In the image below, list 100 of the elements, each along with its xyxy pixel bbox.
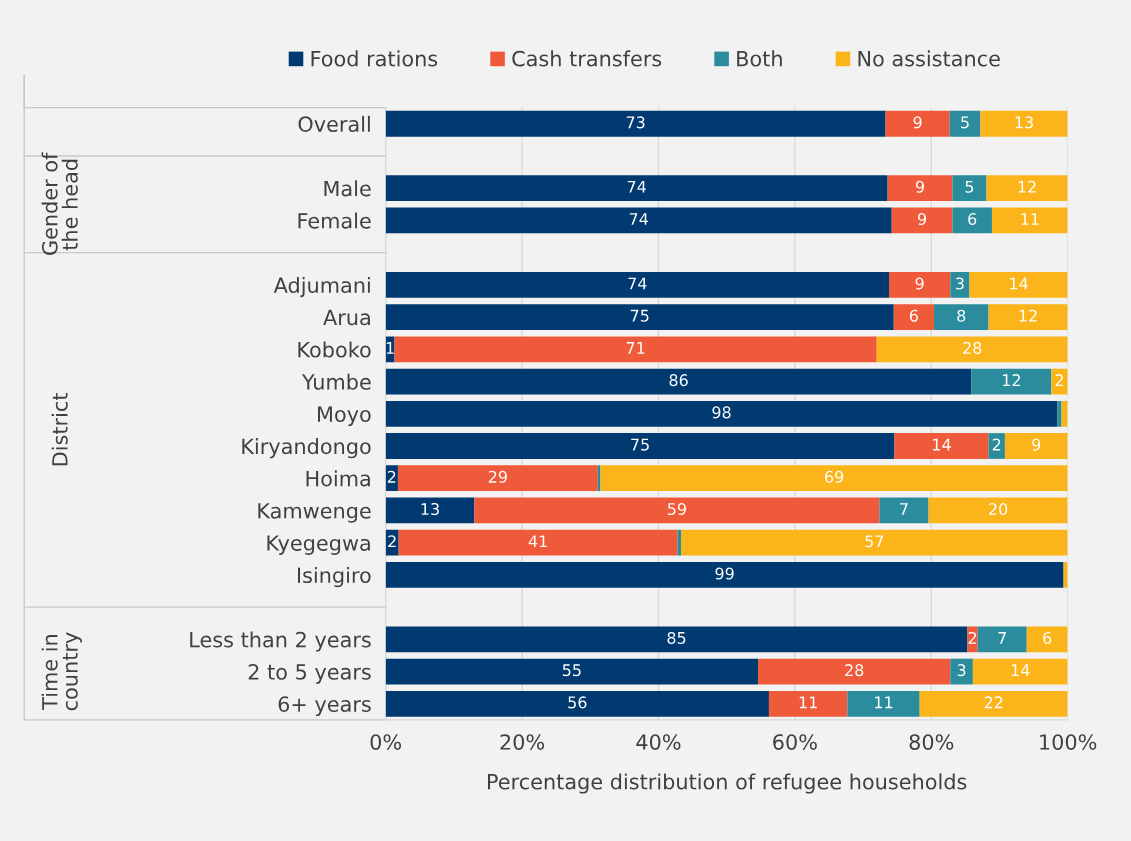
bar (600, 465, 1068, 492)
bar (758, 658, 951, 685)
bar (385, 110, 886, 137)
data-label: 7 (998, 632, 1006, 644)
data-label: 98 (712, 406, 731, 419)
bar (887, 175, 953, 202)
data-label: 14 (1011, 664, 1030, 676)
legend-label: Food rations (311, 50, 438, 67)
bar (385, 690, 769, 717)
bar (385, 497, 475, 524)
bar (977, 626, 1027, 653)
y-tick-label: Arua (323, 309, 370, 326)
y-tick-label: 6+ years (278, 696, 371, 717)
bar (980, 110, 1068, 137)
y-tick-label: Adjumani (273, 276, 370, 298)
bar (397, 465, 598, 492)
y-tick-label: Koboko (298, 341, 371, 358)
data-label: 20 (989, 503, 1008, 516)
text: District (51, 392, 68, 466)
bar (972, 658, 1068, 685)
bar (385, 562, 1064, 588)
bar (394, 336, 877, 363)
data-label: 28 (963, 341, 982, 354)
data-label: 5 (961, 116, 969, 129)
x-axis-title: Percentage distribution of refugee households (488, 773, 967, 794)
data-label: 9 (915, 180, 924, 193)
bar (385, 400, 1058, 427)
y-tick-label: Kyegegwa (267, 535, 370, 555)
data-label: 2 (388, 535, 396, 548)
data-label: 74 (628, 277, 647, 290)
bar (991, 207, 1068, 234)
data-label: 2 (1055, 374, 1063, 386)
data-label: 75 (630, 309, 649, 322)
data-label: 11 (1021, 213, 1039, 225)
y-tick-label: Overall (298, 115, 370, 132)
data-label: 6 (909, 309, 918, 322)
data-label: 3 (957, 664, 966, 677)
data-label: 74 (627, 180, 646, 193)
data-label: 9 (915, 277, 924, 290)
data-label: 86 (669, 374, 688, 387)
data-label: 3 (956, 277, 964, 290)
y-tick-label: Less than 2 years (190, 631, 371, 652)
bar (474, 497, 880, 524)
bar (385, 626, 968, 653)
data-label: 2 (992, 438, 1001, 451)
data-label: 12 (1018, 180, 1036, 193)
data-label: 73 (626, 116, 645, 129)
y-tick-label: Yumbe (301, 373, 371, 390)
y-tick-label: Hoima (306, 470, 370, 487)
y-tick-label: Female (298, 212, 371, 229)
bar (385, 207, 892, 234)
bar (385, 529, 399, 556)
bar (950, 658, 973, 685)
data-label: 13 (1015, 116, 1033, 129)
legend-label: Cash transfers (512, 50, 662, 67)
bar (971, 368, 1052, 395)
y-tick-label: Male (324, 180, 371, 197)
bar (885, 110, 950, 137)
data-label: 9 (913, 116, 922, 129)
data-label: 14 (933, 438, 951, 451)
bar (933, 304, 989, 330)
bar (385, 368, 972, 395)
data-label: 5 (965, 180, 974, 193)
y-tick-label: Kiryandongo (242, 438, 371, 459)
bar (969, 271, 1068, 298)
bar (988, 433, 1005, 459)
x-tick-label: 100% (1040, 734, 1097, 750)
bar (891, 207, 953, 234)
bar (986, 175, 1068, 202)
bar (928, 497, 1068, 524)
data-label: 41 (528, 535, 547, 548)
data-label: 75 (631, 438, 649, 451)
data-label: 2 (387, 470, 396, 483)
data-label: 1 (386, 342, 394, 354)
data-label: 14 (1010, 277, 1028, 290)
data-label: 69 (825, 470, 844, 483)
data-label: 12 (1019, 309, 1037, 322)
bar (385, 433, 895, 459)
x-tick-label: 80% (909, 734, 954, 750)
bar (1057, 400, 1062, 427)
bar (385, 175, 888, 202)
bar (847, 690, 920, 717)
data-label: 9 (917, 212, 927, 226)
data-label: 7 (900, 503, 908, 515)
data-label: 12 (1002, 374, 1020, 386)
data-label: 28 (845, 664, 864, 677)
text: Time in country (41, 632, 82, 711)
y-tick-label: 2 to 5 years (248, 664, 371, 684)
bar (879, 497, 929, 524)
y-tick-label: Kamwenge (258, 503, 371, 523)
y-tick-label: Isingiro (297, 566, 371, 588)
data-label: 55 (562, 664, 581, 677)
bar (988, 304, 1068, 330)
bar (952, 207, 992, 234)
data-label: 59 (667, 503, 686, 516)
data-label: 9 (1032, 438, 1041, 451)
legend-label: No assistance (858, 50, 1000, 67)
bar (385, 271, 889, 298)
data-label: 56 (568, 696, 587, 709)
x-tick-label: 40% (636, 734, 681, 750)
